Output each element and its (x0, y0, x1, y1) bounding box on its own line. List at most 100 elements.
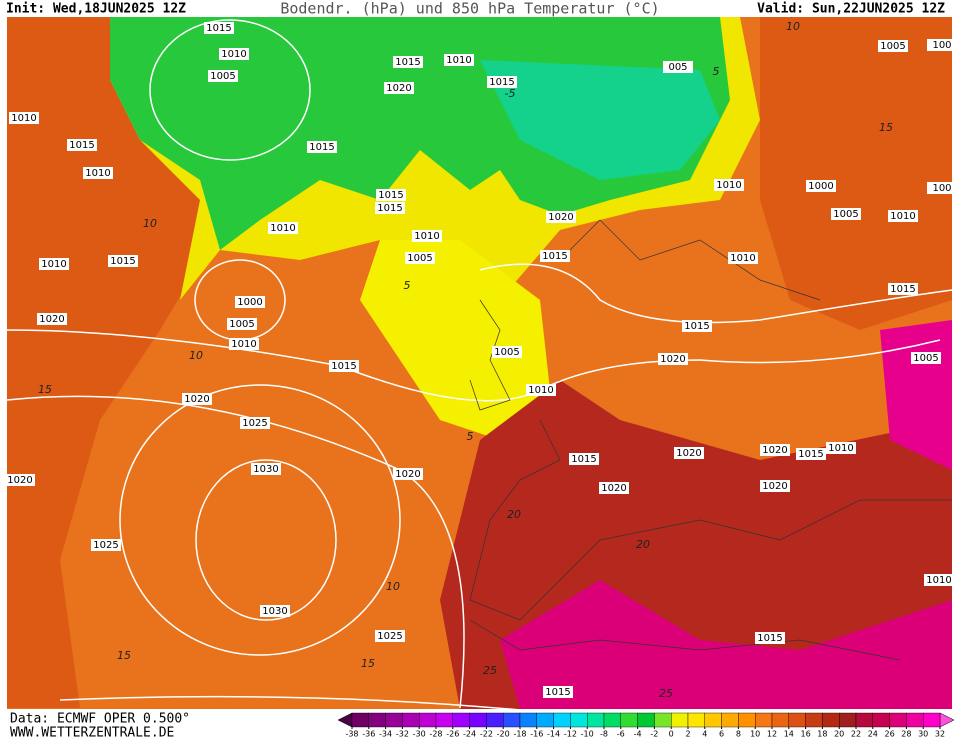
yellow-trough (360, 240, 550, 440)
isobar-label: 1015 (377, 203, 402, 214)
colorbar-tick-label: -26 (446, 730, 459, 739)
colorbar-box (519, 712, 537, 728)
isobar-label: 1020 (660, 354, 685, 365)
isobar-label: 1005 (229, 319, 254, 330)
colorbar-tick-label: -36 (362, 730, 375, 739)
isobar-label: 1020 (601, 483, 626, 494)
isobar-label: 1015 (378, 190, 403, 201)
isobar-label: 1005 (880, 41, 905, 52)
isobar-label-box (826, 442, 856, 454)
isobar-label-box (927, 39, 957, 51)
colorbar-box (402, 712, 420, 728)
colorbar-box (570, 712, 588, 728)
hot-core (500, 580, 952, 709)
temperature-label: 15 (38, 383, 52, 396)
isobar-label-box (492, 346, 522, 358)
colorbar-tick-label: 26 (885, 730, 895, 739)
isobar-label-box (760, 444, 790, 456)
isobar-label: 1030 (253, 464, 278, 475)
isobar-label-box (227, 318, 257, 330)
isobar-label-box (37, 313, 67, 325)
isobar-label-box (219, 48, 249, 60)
isobar-label: 100 (932, 40, 951, 51)
isobar-label-box (384, 82, 414, 94)
isobar-label-box (83, 167, 113, 179)
colorbar-box (822, 712, 840, 728)
isobar-label: 1020 (762, 445, 787, 456)
colorbar-tick-label: 30 (918, 730, 928, 739)
temperature-label: 10 (786, 20, 800, 33)
temperature-label: 25 (483, 664, 497, 677)
isobar-label-box (91, 539, 121, 551)
colorbar-box (906, 712, 924, 728)
isobar-label-box (760, 480, 790, 492)
isobar-label-box (229, 338, 259, 350)
isobar-label: 1025 (377, 631, 402, 642)
isobar-label-box (405, 252, 435, 264)
temperature-label: 20 (507, 508, 521, 521)
isobar-label-box (393, 468, 423, 480)
isobar-label-box (204, 22, 234, 34)
isobar-label: 1015 (206, 23, 231, 34)
isobar-label: 1015 (309, 142, 334, 153)
isobar-label-box (658, 353, 688, 365)
isobar-label: 1030 (262, 606, 287, 617)
isobar-label: 100 (932, 183, 951, 194)
colorbar-tick-label: -18 (513, 730, 526, 739)
colorbar-box (654, 712, 672, 728)
isobar-label-box (67, 139, 97, 151)
colorbar-box (738, 712, 756, 728)
colorbar-box (620, 712, 638, 728)
isobar-label: 1005 (210, 71, 235, 82)
temperature-label: -5 (505, 87, 516, 100)
isobar-label: 1015 (890, 284, 915, 295)
colorbar-tick-label: -34 (379, 730, 392, 739)
colorbar-tick-label: -22 (480, 730, 493, 739)
colorbar-tick-label: -16 (530, 730, 543, 739)
isobar-label: 1020 (395, 469, 420, 480)
isobar-label: 1010 (11, 113, 36, 124)
colorbar-tick-label: -24 (463, 730, 476, 739)
isobar-label: 1015 (684, 321, 709, 332)
colorbar-tick-label: -2 (650, 730, 658, 739)
isobar-label: 1015 (489, 77, 514, 88)
isobar-label-box (393, 56, 423, 68)
colorbar-box (771, 712, 789, 728)
colorbar-tick-label: -20 (497, 730, 510, 739)
isobar-label: 1005 (913, 353, 938, 364)
warm-east (760, 17, 952, 330)
colorbar-box (721, 712, 739, 728)
colorbar-box (503, 712, 521, 728)
colorbar-box (923, 712, 941, 728)
isobar-label: 1015 (798, 449, 823, 460)
isobar-label-box (911, 352, 941, 364)
isobar-label: 1010 (221, 49, 246, 60)
isobar-label: 1010 (528, 385, 553, 396)
colorbar-box (671, 712, 689, 728)
isobar-label-box (307, 141, 337, 153)
isobar-label: 1010 (926, 575, 951, 586)
colorbar-tick-label: 24 (868, 730, 878, 739)
temperature-label: 20 (636, 538, 650, 551)
isobar-label-box (487, 76, 517, 88)
temperature-label: 5 (404, 279, 411, 292)
colorbar-tick-label: 28 (901, 730, 911, 739)
isobar-label-box (878, 40, 908, 52)
colorbar-arrow-right (939, 712, 955, 728)
isobar-label-box (546, 211, 576, 223)
temperature-label: 15 (117, 649, 131, 662)
colorbar-tick-label: -32 (396, 730, 409, 739)
isobar-label: 1005 (833, 209, 858, 220)
colorbar-box (872, 712, 890, 728)
init-time: Init: Wed,18JUN2025 12Z (6, 2, 186, 17)
isobar-label-box (796, 448, 826, 460)
colorbar-tick-label: -30 (413, 730, 426, 739)
isobar-label: 1010 (231, 339, 256, 350)
colorbar-box (603, 712, 621, 728)
colorbar-arrow-left (337, 712, 353, 728)
temperature-label: 10 (386, 580, 400, 593)
colorbar-tick-label: 8 (736, 730, 741, 739)
colorbar-box (889, 712, 907, 728)
